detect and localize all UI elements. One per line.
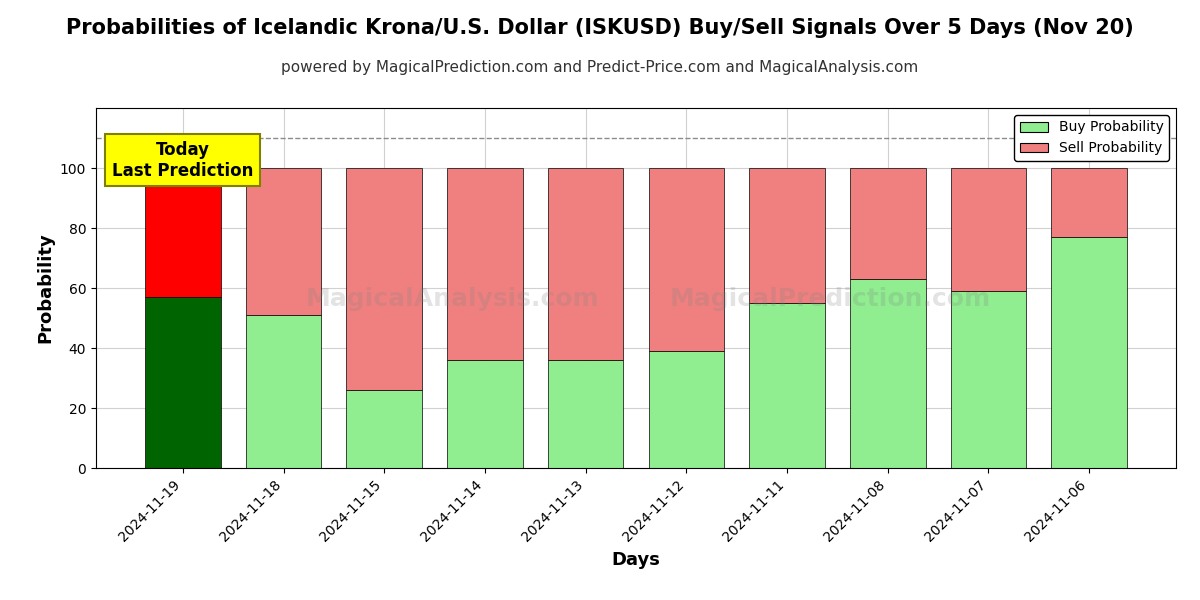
Bar	[246, 168, 322, 315]
Bar	[850, 168, 925, 279]
Bar	[648, 351, 724, 468]
Text: Probabilities of Icelandic Krona/U.S. Dollar (ISKUSD) Buy/Sell Signals Over 5 Da: Probabilities of Icelandic Krona/U.S. Do…	[66, 18, 1134, 38]
Bar	[448, 360, 523, 468]
Bar	[246, 315, 322, 468]
Bar	[145, 168, 221, 297]
Bar	[1051, 168, 1127, 237]
Y-axis label: Probability: Probability	[36, 233, 54, 343]
X-axis label: Days: Days	[612, 551, 660, 569]
Bar	[548, 360, 624, 468]
Bar	[850, 279, 925, 468]
Text: MagicalAnalysis.com: MagicalAnalysis.com	[306, 287, 599, 311]
Text: powered by MagicalPrediction.com and Predict-Price.com and MagicalAnalysis.com: powered by MagicalPrediction.com and Pre…	[281, 60, 919, 75]
Bar	[648, 168, 724, 351]
Legend: Buy Probability, Sell Probability: Buy Probability, Sell Probability	[1014, 115, 1169, 161]
Bar	[950, 168, 1026, 291]
Bar	[347, 168, 422, 390]
Bar	[548, 168, 624, 360]
Bar	[448, 168, 523, 360]
Text: Today
Last Prediction: Today Last Prediction	[112, 141, 253, 180]
Text: MagicalPrediction.com: MagicalPrediction.com	[670, 287, 991, 311]
Bar	[1051, 237, 1127, 468]
Bar	[347, 390, 422, 468]
Bar	[749, 303, 824, 468]
Bar	[145, 297, 221, 468]
Bar	[950, 291, 1026, 468]
Bar	[749, 168, 824, 303]
